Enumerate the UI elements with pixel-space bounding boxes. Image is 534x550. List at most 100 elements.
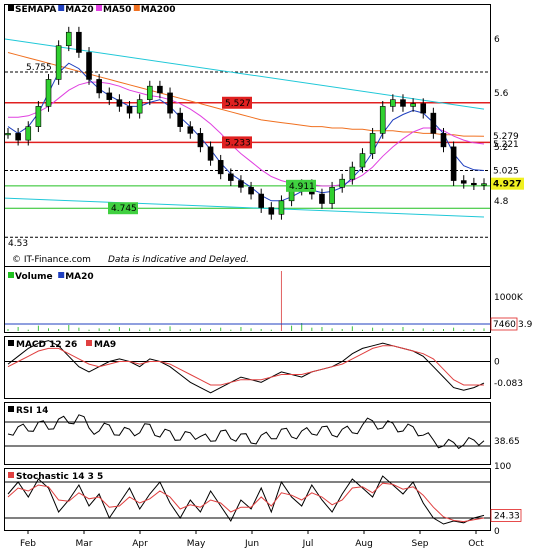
- candle-body: [177, 112, 183, 127]
- candle-body: [450, 146, 457, 181]
- volume-tick: 1000K: [494, 293, 524, 303]
- legend-swatch: [8, 340, 14, 346]
- volume-layer: 1000K 7460 3.9 Volume MA20: [5, 271, 533, 331]
- macd-last-label: -0.083: [494, 379, 523, 389]
- month-label: Aug: [355, 539, 373, 549]
- month-label: Mar: [76, 539, 93, 549]
- candle-body: [430, 112, 437, 134]
- price-layer: 6 5.6 5.2 4.8 5.755 5.527 5.233 4.911 4.745 4.53 5…: [4, 5, 524, 249]
- price-tick-label: 5.2: [494, 143, 508, 153]
- stoch-k-line: [7, 475, 485, 525]
- candle-body: [35, 106, 42, 127]
- candle-body: [65, 31, 72, 47]
- macd-signal-line: [7, 345, 484, 386]
- legend-label: MA200: [141, 5, 176, 15]
- candle-body: [136, 99, 143, 114]
- candle-body: [76, 31, 82, 53]
- right-value-label: 5.025: [493, 166, 519, 176]
- month-label: Jun: [244, 539, 259, 549]
- price-tick-label: 4.8: [494, 197, 509, 207]
- candle-body: [207, 146, 214, 161]
- level-label: 5.755: [26, 63, 52, 73]
- volume-last-label: 7460: [493, 320, 516, 330]
- rsi-line: [7, 414, 485, 450]
- candle-body: [146, 85, 153, 100]
- legend-swatch: [58, 272, 65, 278]
- stoch-title: Stochastic 14 3 5: [16, 472, 103, 482]
- legend-swatch: [8, 406, 14, 412]
- month-label: Oct: [468, 539, 484, 549]
- volume-ma-label: 3.9: [518, 320, 533, 330]
- legend-label: MA20: [65, 272, 93, 282]
- month-label: Jul: [302, 539, 314, 549]
- candle-body: [390, 99, 396, 107]
- legend-swatch: [8, 5, 14, 11]
- candle-body: [420, 103, 427, 114]
- copyright-text: © IT-Finance.com: [12, 255, 91, 265]
- price-panel-frame: [4, 4, 491, 267]
- month-label: Feb: [20, 539, 36, 549]
- macd-zero-tick: 0: [494, 357, 500, 367]
- candle-body: [217, 160, 224, 175]
- macd-signal-name: MA9: [94, 340, 116, 350]
- candle-body: [228, 173, 234, 181]
- legend-swatch: [86, 340, 92, 346]
- candle-body: [410, 103, 416, 107]
- rsi-title: RSI 14: [16, 406, 48, 416]
- stoch-d-line: [7, 482, 485, 523]
- level-label: 4.53: [8, 239, 28, 249]
- candle-body: [248, 187, 254, 195]
- legend-swatch: [8, 472, 14, 478]
- rsi-layer: 38.65 RSI 14: [5, 406, 520, 450]
- legend-swatch: [8, 272, 14, 278]
- candle-body: [319, 193, 325, 204]
- trendline: [4, 38, 485, 110]
- month-label: May: [187, 539, 206, 549]
- rsi-panel-frame: [4, 402, 491, 465]
- candle-body: [481, 183, 487, 186]
- level-label-box: [286, 179, 316, 192]
- candle-body: [258, 193, 264, 208]
- macd-layer: 0 -0.083 MACD 12 26 MA9: [5, 340, 523, 394]
- level-label-box: [222, 96, 252, 109]
- candle-body: [96, 79, 102, 94]
- right-value-label: 5.279: [493, 132, 519, 142]
- candle-body: [55, 45, 62, 80]
- candle-body: [339, 178, 346, 188]
- candle-body: [359, 153, 366, 168]
- price-tick-label: 6: [494, 35, 500, 45]
- candle-body: [197, 133, 204, 148]
- right-value-label: 4.927: [493, 180, 521, 190]
- stoch-last-label: 24.33: [494, 511, 520, 521]
- candle-body: [379, 106, 386, 134]
- candle-body: [5, 133, 11, 136]
- candle-body: [25, 126, 32, 141]
- macd-title: MACD 12 26: [16, 340, 77, 350]
- level-label: 5.527: [225, 99, 251, 109]
- candle-body: [86, 52, 92, 80]
- candle-body: [460, 180, 467, 184]
- price-tick-label: 5.6: [494, 89, 509, 99]
- level-label-box: [222, 136, 252, 149]
- rsi-last-label: 38.65: [494, 437, 520, 447]
- candle-body: [349, 166, 356, 180]
- trendline: [4, 197, 485, 218]
- last-price-box: [491, 177, 524, 190]
- candle-body: [187, 126, 194, 134]
- legend-label: MA20: [65, 5, 93, 15]
- stoch-tick-bottom: 0: [494, 527, 500, 537]
- stoch-tick-top: 100: [494, 462, 511, 472]
- right-value-label: 5.221: [493, 140, 519, 150]
- legend-swatch: [96, 5, 102, 11]
- month-label: Sep: [412, 539, 429, 549]
- candle-body: [268, 207, 275, 215]
- month-label: Apr: [132, 539, 148, 549]
- volume-last-box: [490, 317, 518, 331]
- level-label: 4.911: [289, 182, 315, 192]
- volume-panel-frame: [4, 266, 491, 333]
- month-axis: Feb Mar Apr May Jun Jul Aug Sep Oct: [20, 530, 484, 549]
- candle-body: [440, 133, 447, 148]
- ma50-line: [8, 81, 485, 187]
- stoch-last-box: [490, 509, 522, 522]
